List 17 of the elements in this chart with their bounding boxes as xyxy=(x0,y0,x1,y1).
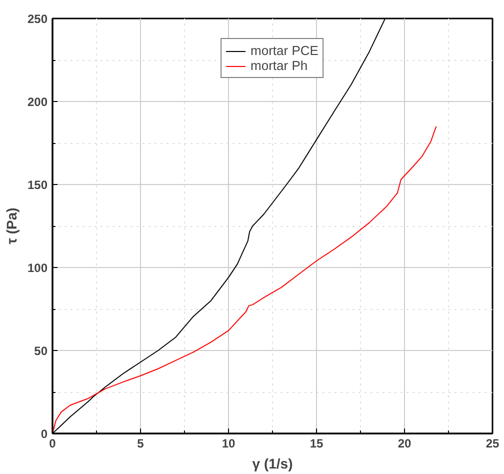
legend-label: mortar Ph xyxy=(250,58,308,73)
y-tick-label: 150 xyxy=(27,178,48,192)
y-tick-label: 200 xyxy=(27,95,48,109)
y-tick-label: 50 xyxy=(34,344,48,358)
x-tick-label: 25 xyxy=(486,436,500,450)
x-tick-label: 5 xyxy=(137,436,144,450)
legend-label: mortar PCE xyxy=(250,43,318,58)
y-tick-label: 0 xyxy=(40,427,48,441)
x-tick-label: 0 xyxy=(49,436,56,450)
y-tick-label: 100 xyxy=(27,261,48,275)
x-tick-label: 15 xyxy=(310,436,324,450)
y-axis-title: τ (Pa) xyxy=(3,208,20,244)
x-axis-title: γ (1/s) xyxy=(252,456,293,472)
line-series xyxy=(52,126,437,434)
x-tick-label: 10 xyxy=(222,436,236,450)
x-tick-label: 20 xyxy=(398,436,412,450)
y-tick-label: 250 xyxy=(27,12,48,26)
